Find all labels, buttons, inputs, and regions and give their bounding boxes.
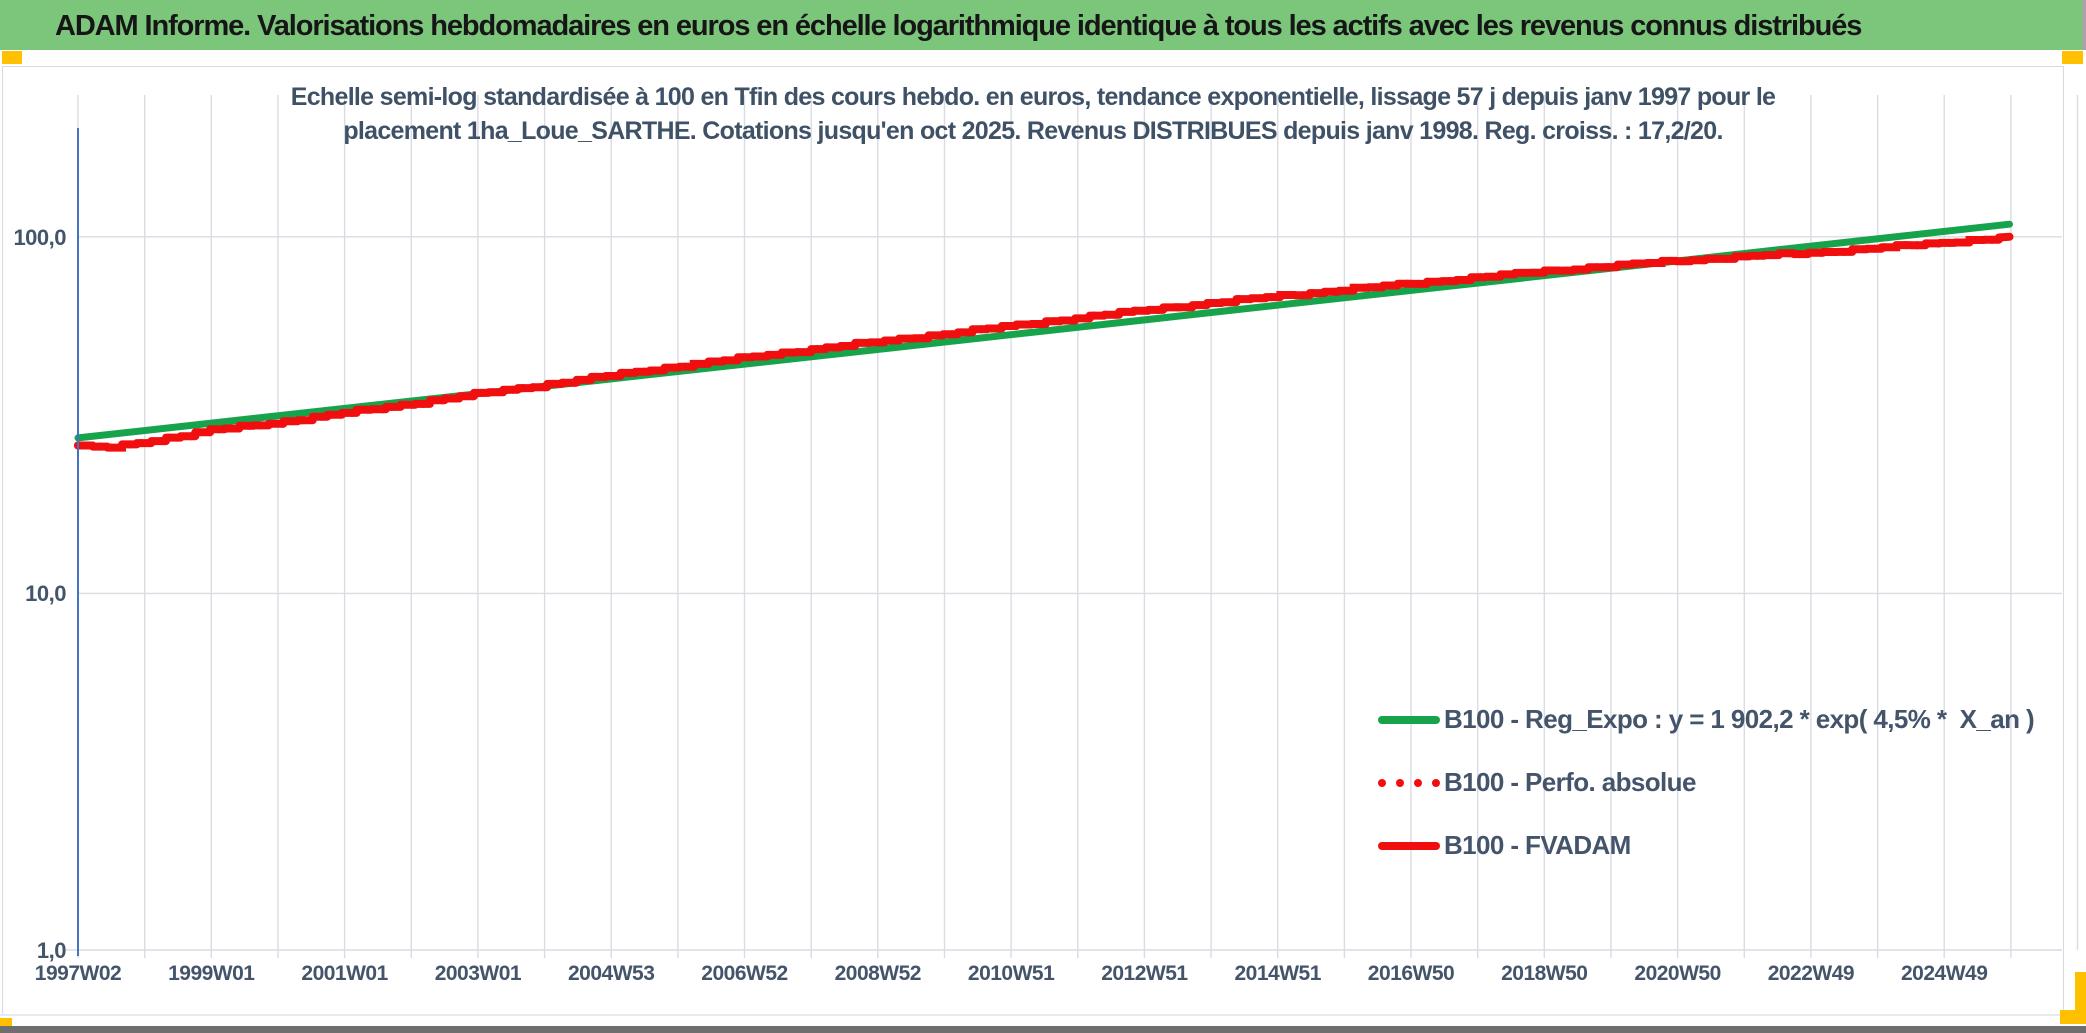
x-tick-label: 1997W02: [34, 962, 122, 985]
legend-item-perfo-absolue[interactable]: B100 - Perfo. absolue: [1378, 751, 2038, 814]
header-bar: ADAM Informe. Valorisations hebdomadaire…: [0, 0, 2082, 50]
x-tick-label: 2024W49: [1900, 962, 1988, 985]
x-tick-label: 2001W01: [301, 962, 388, 985]
x-tick-label: 2014W51: [1234, 962, 1321, 985]
chart-title-line2: placement 1ha_Loue_SARTHE. Cotations jus…: [343, 117, 1723, 145]
y-tick-label: 10,0: [25, 581, 66, 607]
x-tick-label: 2018W50: [1501, 962, 1588, 985]
series-perfo-absolue-dotted-line: [74, 232, 2014, 452]
legend-red-dotted-swatch: [1378, 778, 1440, 787]
selection-handle-bottom-right[interactable]: [2060, 1010, 2086, 1024]
y-tick-label: 100,0: [13, 224, 66, 250]
x-tick-label: 2003W01: [434, 962, 522, 985]
chart-title-line1: Echelle semi-log standardisée à 100 en T…: [290, 83, 1776, 111]
selection-handle-right-strip[interactable]: [2075, 972, 2086, 1022]
x-tick-label: 2016W50: [1367, 962, 1455, 985]
horizontal-gridlines: [66, 236, 2062, 951]
page-title: ADAM Informe. Valorisations hebdomadaire…: [55, 10, 1862, 42]
legend: B100 - Reg_Expo : y = 1 902,2 * exp( 4,5…: [1378, 688, 2038, 877]
legend-red-line-swatch: [1378, 841, 1440, 850]
x-tick-label: 2012W51: [1101, 962, 1188, 985]
legend-label-reg-expo: B100 - Reg_Expo : y = 1 902,2 * exp( 4,5…: [1444, 704, 2035, 734]
legend-green-line-swatch: [1378, 715, 1440, 724]
bottom-scrollbar-track[interactable]: [0, 1026, 2086, 1033]
header-edge-sliver: [2082, 0, 2086, 50]
sheet-edge-line: [0, 1014, 2086, 1016]
legend-label-fvadam: B100 - FVADAM: [1444, 830, 1631, 860]
x-tick-label: 2006W52: [701, 962, 788, 985]
chart-area: [2, 66, 2064, 1016]
axis-tick-marks: [77, 950, 2012, 958]
series-fvadam-line: [74, 232, 2014, 452]
legend-label-perfo-absolue: B100 - Perfo. absolue: [1444, 767, 1696, 797]
x-tick-label: 2004W53: [567, 962, 655, 985]
x-tick-label: 2022W49: [1767, 962, 1855, 985]
legend-item-reg-expo[interactable]: B100 - Reg_Expo : y = 1 902,2 * exp( 4,5…: [1378, 688, 2038, 751]
legend-item-fvadam[interactable]: B100 - FVADAM: [1378, 814, 2038, 877]
chart-title: Echelle semi-log standardisée à 100 en T…: [2, 80, 2064, 148]
vertical-gridlines: [77, 95, 2079, 950]
x-tick-label: 1999W01: [168, 962, 255, 985]
x-tick-label: 2010W51: [967, 962, 1055, 985]
x-tick-label: 2008W52: [834, 962, 922, 985]
selection-handle-top-left[interactable]: [2, 51, 22, 64]
y-tick-label: 1,0: [36, 938, 67, 963]
x-tick-label: 2020W50: [1634, 962, 1721, 985]
selection-handle-top-right[interactable]: [2062, 51, 2083, 64]
